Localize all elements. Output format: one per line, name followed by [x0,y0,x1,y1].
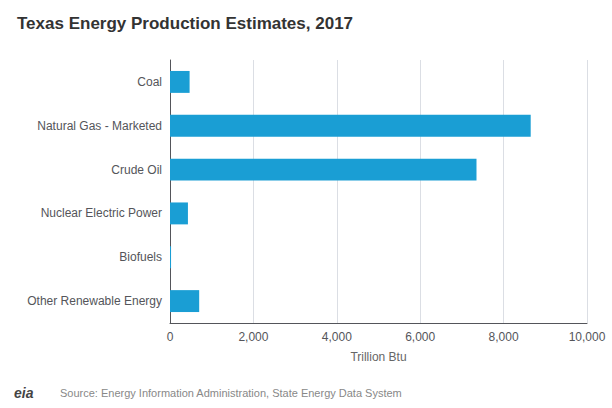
svg-text:Crude Oil: Crude Oil [111,163,162,177]
svg-text:2,000: 2,000 [238,330,268,344]
svg-text:8,000: 8,000 [489,330,519,344]
svg-text:10,000: 10,000 [569,330,606,344]
svg-text:Biofuels: Biofuels [119,250,162,264]
svg-text:Texas Energy Production Estima: Texas Energy Production Estimates, 2017 [17,14,353,33]
svg-text:Other Renewable Energy: Other Renewable Energy [27,294,162,308]
svg-text:Source: Energy Information Adm: Source: Energy Information Administratio… [60,387,402,399]
svg-text:Natural Gas - Marketed: Natural Gas - Marketed [37,119,162,133]
svg-text:0: 0 [167,330,174,344]
svg-text:Nuclear Electric Power: Nuclear Electric Power [41,206,162,220]
svg-text:4,000: 4,000 [322,330,352,344]
svg-text:Trillion Btu: Trillion Btu [350,350,406,364]
svg-text:6,000: 6,000 [405,330,435,344]
svg-text:eia: eia [14,385,34,401]
svg-text:Coal: Coal [137,75,162,89]
